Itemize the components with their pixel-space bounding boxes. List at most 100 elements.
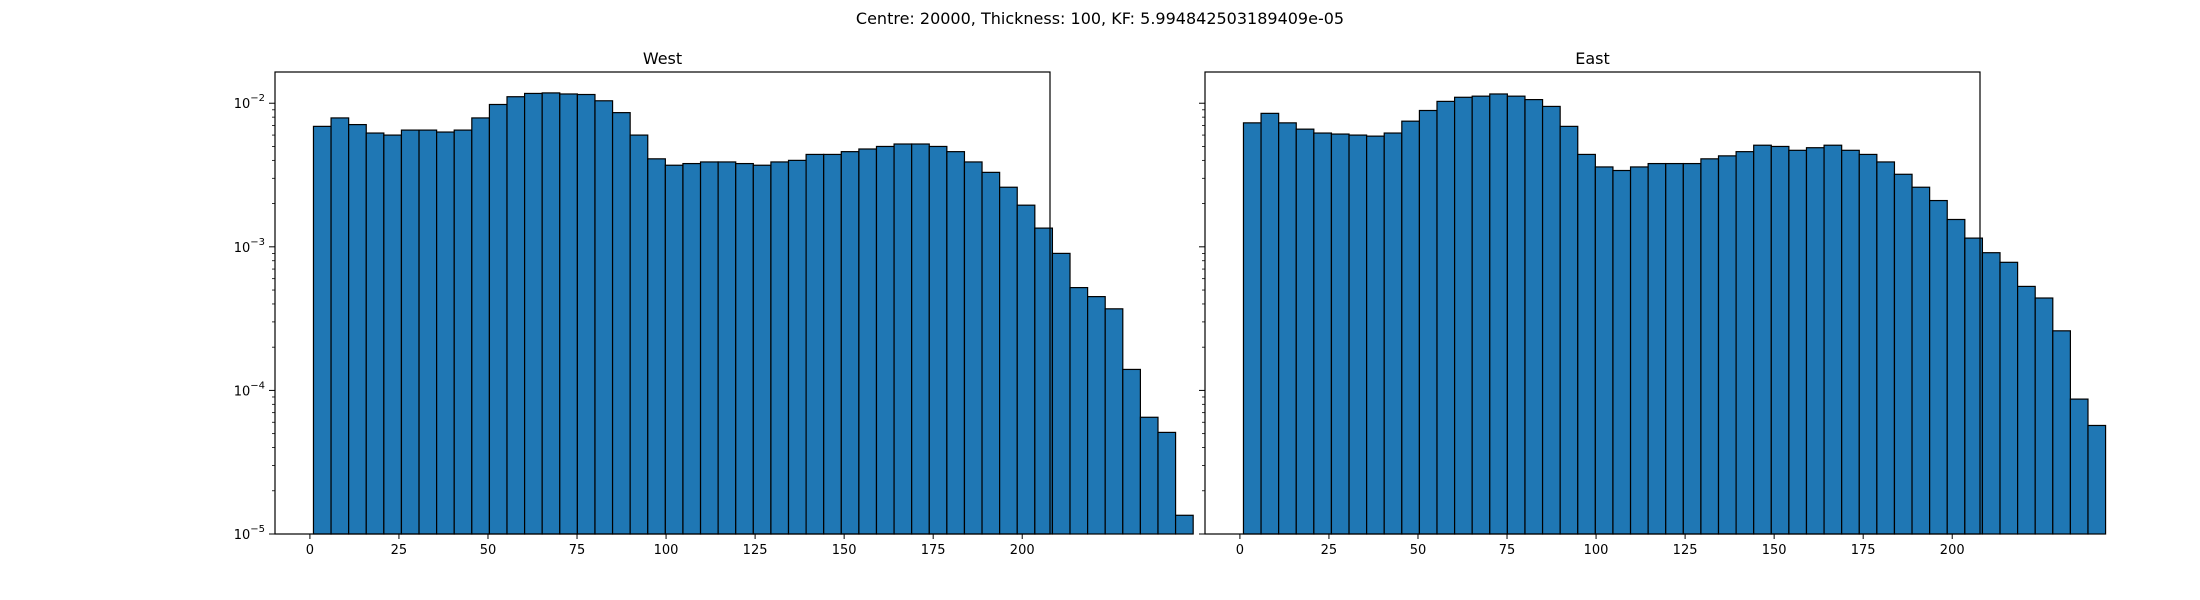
y-tick-label: 10−4: [234, 380, 265, 399]
histogram-bar: [1805, 147, 1825, 535]
histogram-bar: [1929, 199, 1948, 535]
histogram-bar: [1541, 105, 1561, 535]
histogram-bar: [1366, 135, 1385, 535]
histogram-bar: [2087, 424, 2107, 535]
histogram-bar: [330, 117, 350, 535]
histogram-bar: [1753, 144, 1772, 535]
histogram-bar: [1295, 128, 1315, 535]
x-tick-label: 150: [832, 543, 857, 558]
histogram-bar: [1981, 252, 2001, 535]
histogram-bar: [699, 161, 719, 535]
histogram-bar: [963, 161, 983, 535]
histogram-bar: [787, 159, 807, 535]
histogram-bar: [1946, 218, 1966, 535]
x-tick-label: 200: [1010, 543, 1035, 558]
x-tick-label: 75: [569, 543, 586, 558]
histogram-bar: [805, 153, 825, 535]
y-tick-label: 10−2: [234, 93, 265, 112]
histogram-bar: [1841, 149, 1860, 535]
histogram-bar: [911, 143, 930, 535]
x-tick-label: 50: [480, 543, 497, 558]
axes-frame: [274, 71, 1051, 535]
histogram-bar: [1330, 133, 1350, 535]
histogram-bar: [770, 161, 790, 535]
histogram-bar: [1016, 204, 1036, 535]
histogram-bar: [1278, 122, 1297, 535]
histogram-bar: [1489, 93, 1508, 535]
histogram-bar: [858, 148, 878, 535]
x-tick-label: 175: [1851, 543, 1876, 558]
histogram-bar: [1876, 161, 1896, 535]
histogram-bar: [875, 145, 895, 535]
histogram-bar: [647, 158, 666, 535]
histogram-bar: [1893, 173, 1913, 535]
y-tick-label: 10−3: [234, 237, 265, 256]
histogram-bar: [2034, 297, 2054, 535]
histogram-bar: [1260, 112, 1280, 535]
x-tick-label: 0: [1236, 543, 1244, 558]
histogram-bar: [453, 129, 473, 535]
histogram-bar: [2017, 285, 2036, 535]
x-tick-label: 100: [654, 543, 679, 558]
histogram-bar: [312, 125, 332, 535]
histogram-bar: [1051, 252, 1071, 535]
histogram-bar: [1594, 166, 1614, 535]
histogram-bar: [840, 151, 860, 535]
histogram-bar: [1348, 134, 1368, 535]
x-tick-label: 75: [1499, 543, 1516, 558]
x-tick-label: 25: [391, 543, 408, 558]
histogram-bar: [1242, 122, 1262, 535]
histogram-bar: [1999, 261, 2019, 535]
histogram-bar: [1770, 145, 1790, 535]
histogram-bar: [559, 93, 578, 535]
histogram-bar: [348, 123, 367, 535]
histogram-bar: [928, 145, 948, 535]
x-tick-label: 25: [1321, 543, 1338, 558]
histogram-bar: [1665, 162, 1684, 535]
histogram-bar: [436, 131, 455, 535]
histogram-bar: [594, 100, 614, 535]
histogram-bar: [893, 143, 913, 535]
x-tick-label: 150: [1762, 543, 1787, 558]
histogram-bar: [1313, 132, 1333, 535]
histogram-bar: [1471, 95, 1491, 535]
histogram-bar: [629, 134, 649, 535]
histogram-bar: [1436, 100, 1456, 535]
histogram-bar: [981, 171, 1001, 535]
histogram-bar: [1559, 125, 1579, 535]
histogram-bar: [1911, 186, 1931, 535]
y-tick-label: 10−5: [234, 524, 265, 543]
histogram-bar: [400, 129, 420, 535]
x-tick-label: 200: [1940, 543, 1965, 558]
histogram-bar: [1629, 166, 1649, 535]
histogram-bar: [1087, 296, 1106, 535]
histogram-bar: [488, 103, 508, 535]
histogram-bar: [471, 117, 491, 535]
histogram-bar: [365, 132, 385, 535]
x-tick-label: 0: [306, 543, 314, 558]
histogram-bar: [1682, 162, 1702, 535]
histogram-bar: [2069, 398, 2089, 535]
panel-west: West 0 25 50 75 100 125 150 175 200 10−2 10−3 10−4 10…: [234, 49, 1194, 558]
histogram-bar: [1717, 155, 1737, 535]
panel-title: West: [643, 49, 682, 68]
histogram-bar: [1858, 153, 1878, 535]
histogram-bar: [611, 112, 631, 535]
histogram-bar: [946, 151, 966, 535]
histogram-bar: [1383, 132, 1403, 535]
histogram-bar: [418, 129, 438, 535]
panel-title: East: [1575, 49, 1610, 68]
histogram-bar: [1174, 514, 1194, 535]
histogram-bar: [1453, 96, 1473, 535]
histogram-bar: [541, 92, 561, 535]
histogram-bar: [1577, 153, 1596, 535]
histogram-bar: [576, 93, 596, 535]
histogram-bar: [523, 92, 543, 535]
histogram-bar: [1418, 109, 1438, 535]
histogram-bar: [1700, 158, 1720, 535]
histogram-bar: [1647, 162, 1667, 535]
histogram-bar: [1104, 308, 1124, 535]
histogram-bar: [1735, 151, 1755, 535]
histogram-bar: [506, 96, 526, 535]
x-tick-label: 175: [921, 543, 946, 558]
